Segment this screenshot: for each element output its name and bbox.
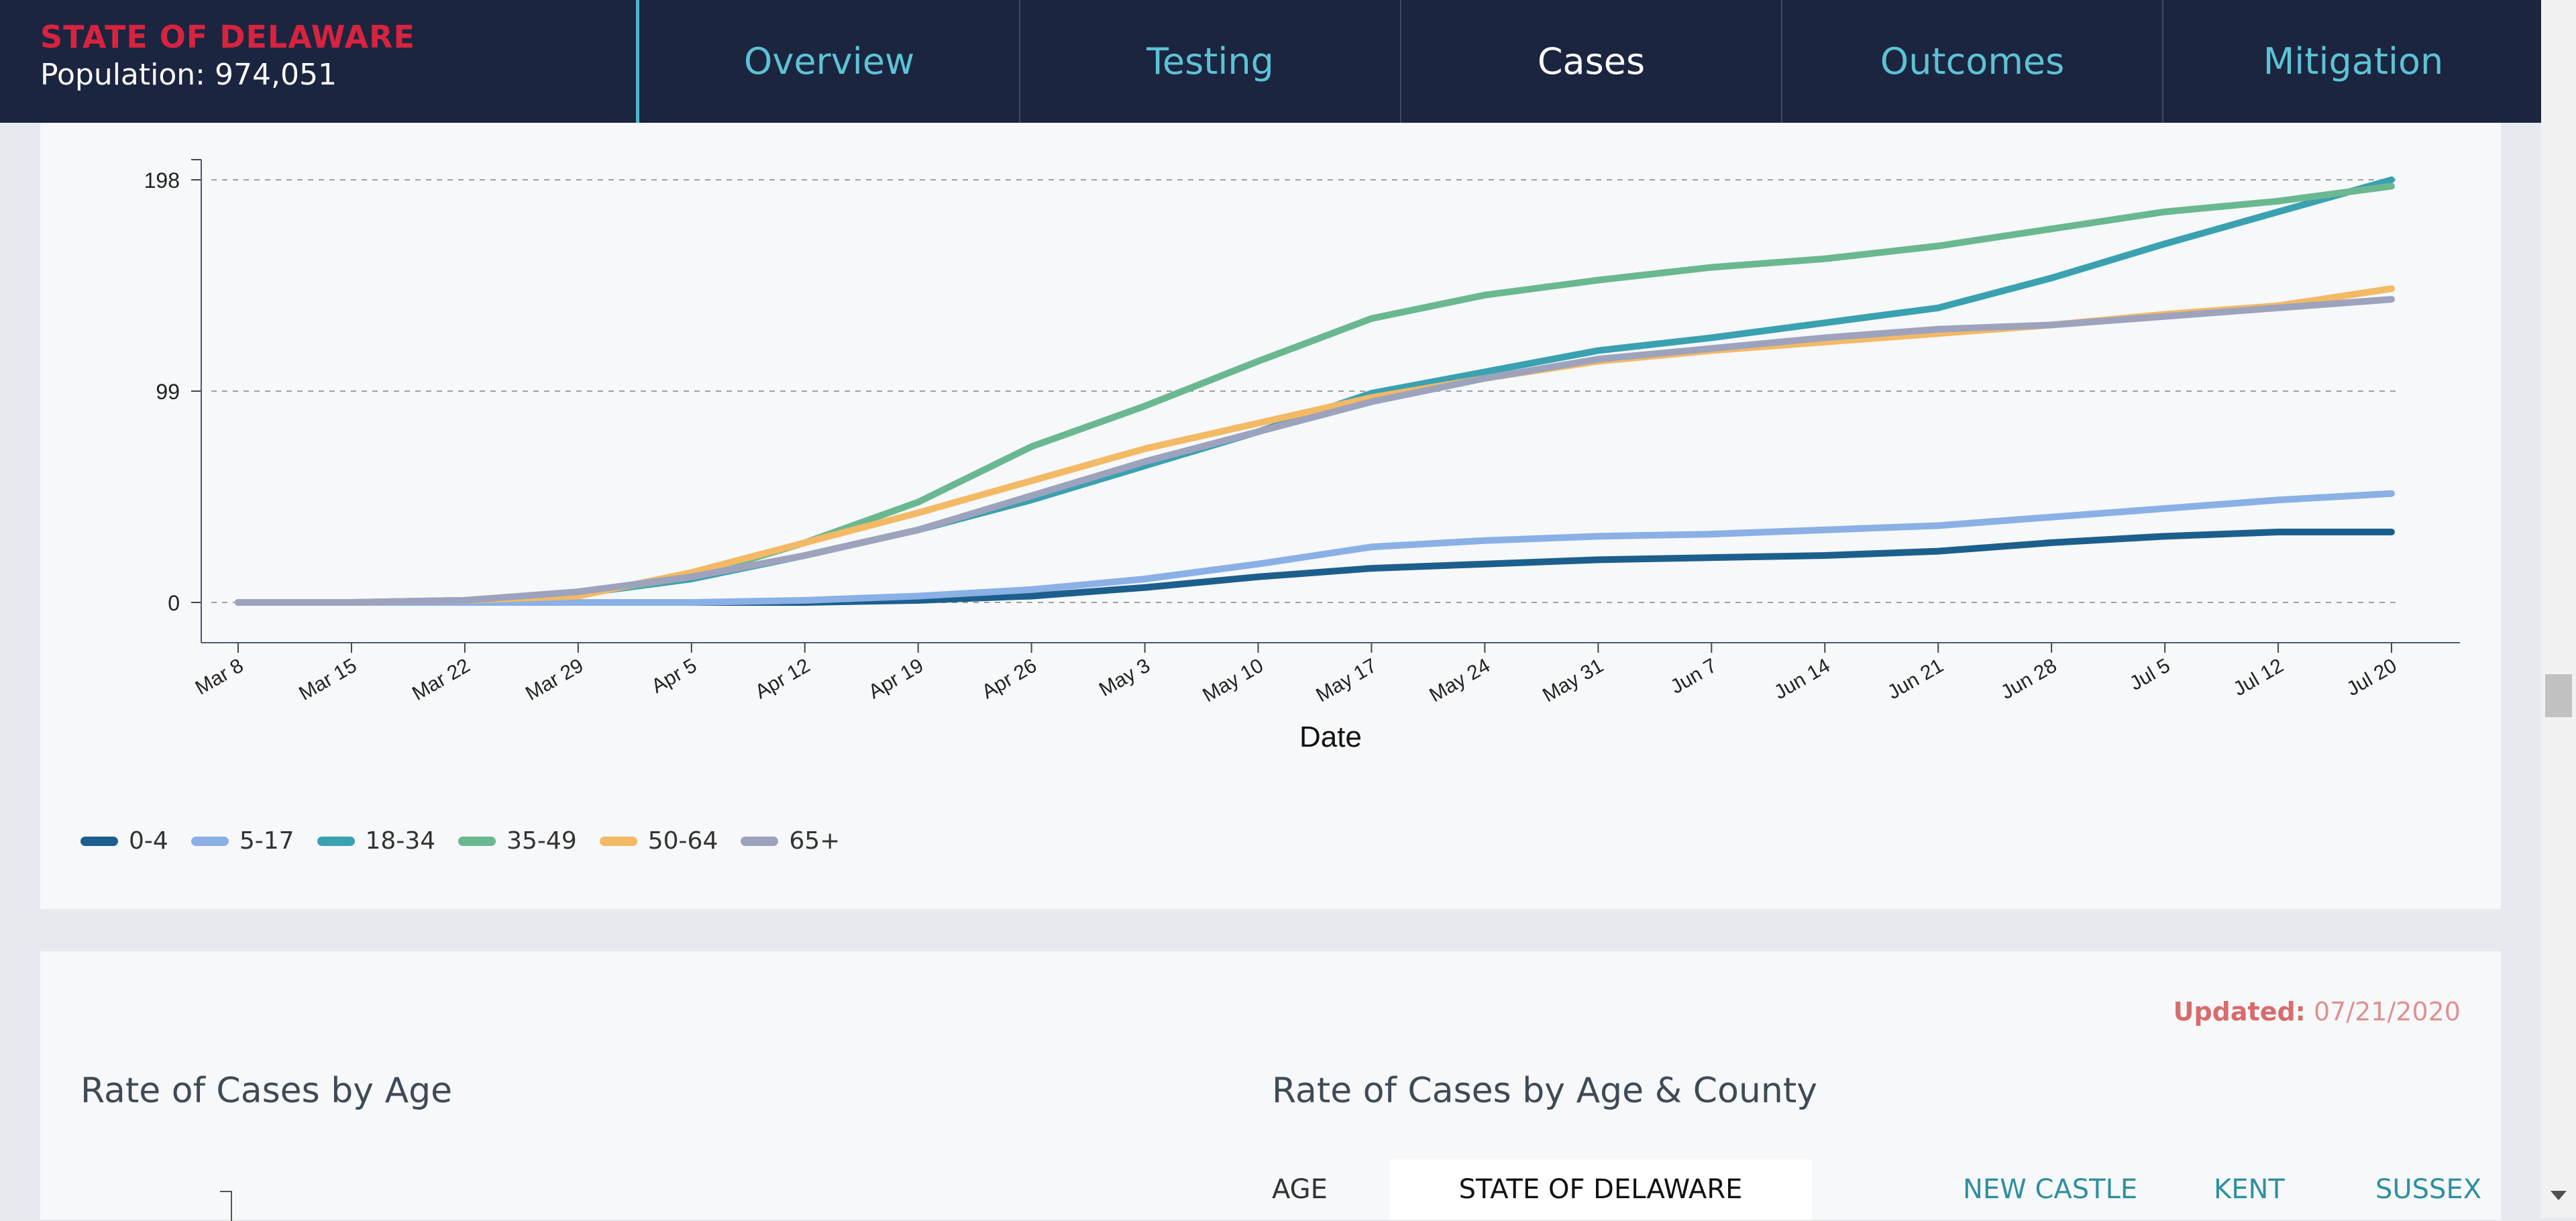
x-tick-label: May 24 [1426, 654, 1494, 706]
x-tick-label: Jul 5 [2126, 654, 2174, 694]
legend-item-65+[interactable]: 65+ [741, 827, 840, 855]
series-line-65+ [235, 296, 2395, 606]
legend-swatch [599, 836, 637, 846]
x-axis-label: Date [1299, 721, 1362, 753]
x-tick-label: May 10 [1199, 654, 1267, 706]
scroll-down-arrow-icon[interactable] [2551, 1191, 2567, 1200]
legend-label: 18-34 [365, 827, 436, 855]
column-header-new-castle[interactable]: NEW CASTLE [1963, 1174, 2138, 1205]
rate-of-cases-panel: Updated: 07/21/2020 Rate of Cases by Age… [40, 951, 2501, 1221]
updated-label: Updated: [2173, 997, 2306, 1026]
scrollbar-thumb[interactable] [2545, 674, 2572, 717]
y-tick-label: 198 [144, 168, 180, 193]
column-header-age: AGE [1272, 1174, 1328, 1205]
x-tick-label: Jun 7 [1667, 654, 1721, 698]
y-tick-label: 0 [168, 591, 180, 615]
tab-testing[interactable]: Testing [1020, 0, 1401, 123]
x-tick-label: Jun 21 [1884, 654, 1947, 704]
x-tick-label: Apr 12 [751, 654, 814, 703]
x-tick-label: Jul 12 [2230, 654, 2288, 700]
tab-mitigation[interactable]: Mitigation [2163, 0, 2544, 123]
y-tick-label: 99 [156, 380, 180, 404]
column-header-kent[interactable]: KENT [2214, 1174, 2285, 1205]
column-header-sussex[interactable]: SUSSEX [2375, 1174, 2482, 1205]
legend-label: 0-4 [129, 827, 168, 855]
tab-overview[interactable]: Overview [639, 0, 1020, 123]
column-header-state[interactable]: STATE OF DELAWARE [1389, 1159, 1812, 1220]
tab-cases[interactable]: Cases [1401, 0, 1782, 123]
top-navigation-bar: STATE OF DELAWARE Population: 974,051 Ov… [0, 0, 2544, 123]
cases-by-age-line-chart: 0 99 198 Mar 8 Mar 15 Mar 22 Mar 29 Apr 5 Apr 12… [144, 159, 2460, 753]
x-tick-label: Apr 19 [865, 654, 927, 703]
legend-item-18-34[interactable]: 18-34 [317, 827, 436, 855]
updated-value: 07/21/2020 [2313, 997, 2461, 1026]
x-tick-label: Jun 14 [1770, 654, 1834, 704]
x-tick-label: Mar 8 [192, 654, 248, 699]
x-tick-label: Apr 26 [978, 654, 1040, 703]
legend-swatch [191, 836, 229, 846]
updated-date: Updated: 07/21/2020 [2174, 997, 2461, 1026]
rate-by-age-title: Rate of Cases by Age [80, 1071, 453, 1111]
series-line-5-17 [235, 490, 2395, 606]
legend-item-50-64[interactable]: 50-64 [599, 827, 718, 855]
x-tick-label: May 17 [1312, 654, 1381, 706]
x-tick-label: Mar 15 [295, 654, 360, 704]
x-tick-label: Apr 5 [648, 654, 701, 697]
legend-item-5-17[interactable]: 5-17 [191, 827, 294, 855]
brand-block: STATE OF DELAWARE Population: 974,051 [40, 19, 415, 92]
legend-label: 5-17 [239, 827, 294, 855]
legend-swatch [317, 836, 355, 846]
legend-item-35-49[interactable]: 35-49 [458, 827, 577, 855]
x-tick-label: Jul 20 [2343, 654, 2401, 700]
page-scrollbar[interactable] [2541, 0, 2576, 1218]
legend-label: 50-64 [647, 827, 718, 855]
legend-swatch [741, 836, 779, 846]
legend-swatch [458, 836, 496, 846]
legend-swatch [80, 836, 118, 846]
x-tick-label: Jun 28 [1997, 654, 2061, 704]
cumulative-cases-chart-panel: 0 99 198 Mar 8 Mar 15 Mar 22 Mar 29 Apr 5 Apr 12… [40, 123, 2501, 909]
x-tick-label: Mar 29 [522, 654, 587, 704]
main-tabs: Overview Testing Cases Outcomes Mitigati… [636, 0, 2544, 123]
rate-by-county-title: Rate of Cases by Age & County [1272, 1071, 1817, 1111]
population-label: Population: 974,051 [40, 58, 337, 92]
x-tick-label: Mar 22 [409, 654, 474, 704]
age-chart-axis [220, 1191, 232, 1221]
chart-legend: 0-4 5-17 18-34 35-49 50-64 65+ [80, 827, 840, 855]
x-tick-label: May 3 [1095, 654, 1154, 700]
x-tick-label: May 31 [1539, 654, 1607, 706]
legend-item-0-4[interactable]: 0-4 [80, 827, 168, 855]
legend-label: 65+ [789, 827, 841, 855]
state-name: STATE OF DELAWARE [40, 19, 415, 55]
tab-outcomes[interactable]: Outcomes [1782, 0, 2163, 123]
legend-label: 35-49 [506, 827, 577, 855]
